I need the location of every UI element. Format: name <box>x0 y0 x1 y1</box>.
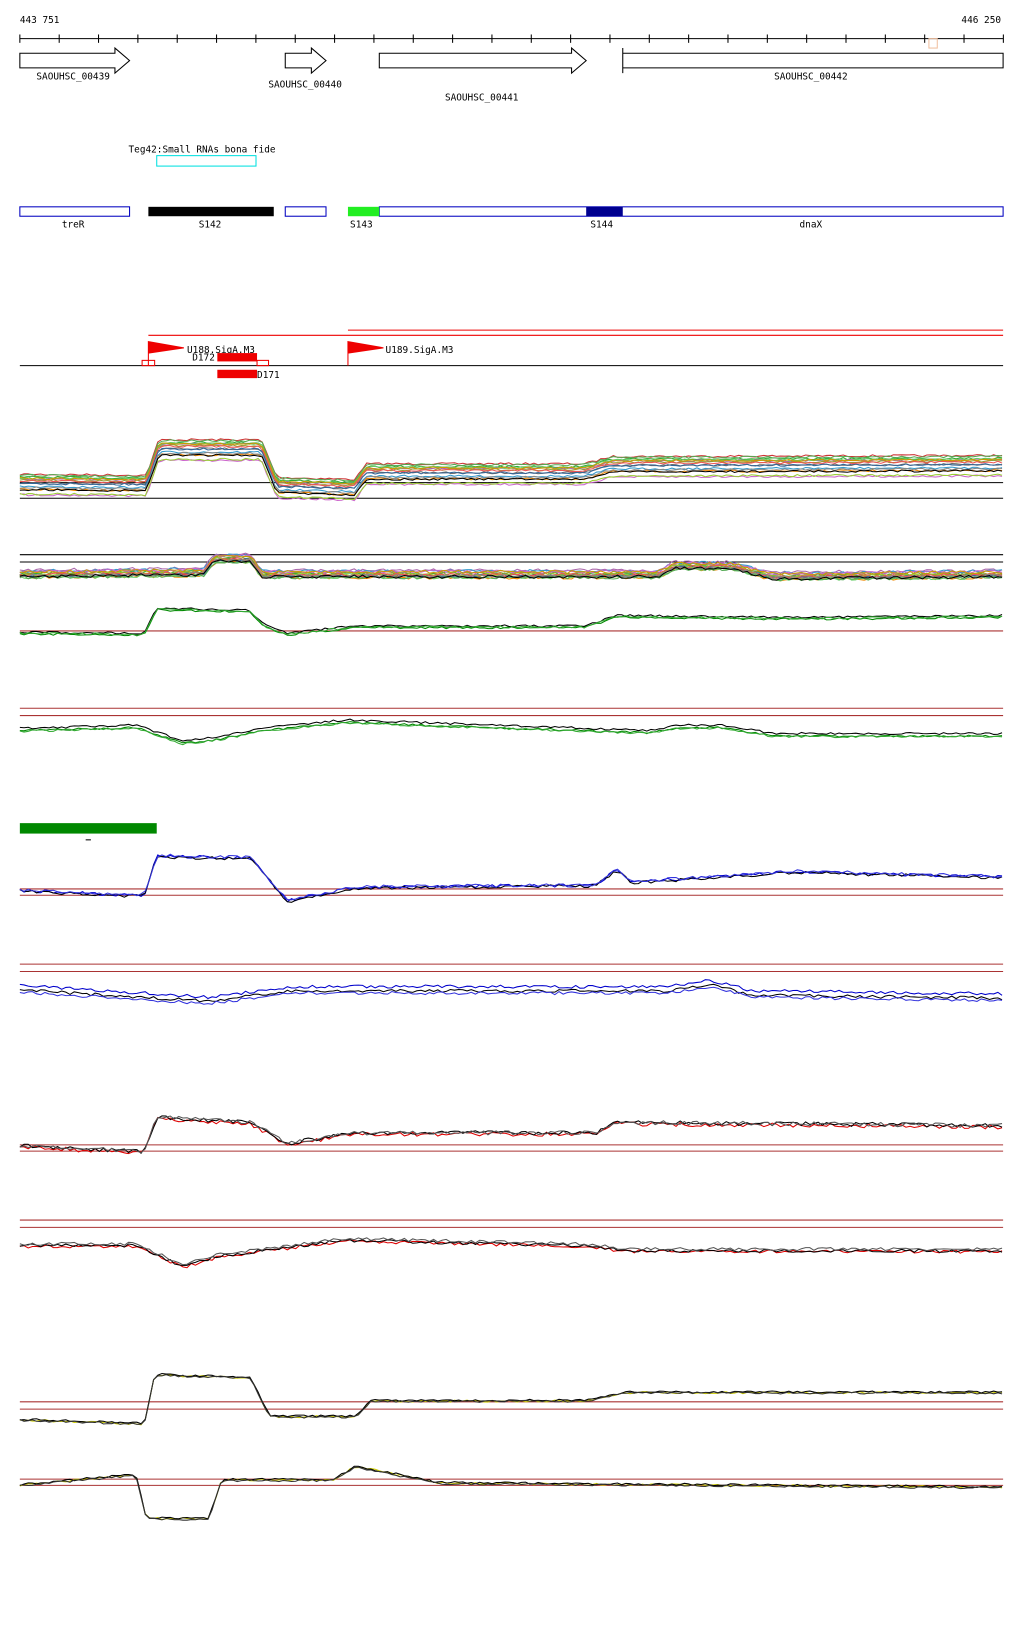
signal-line <box>19 1239 1003 1269</box>
promoter-label: U188.SigA.M3 <box>187 345 255 356</box>
signal-line <box>19 854 1003 903</box>
signal-line <box>19 1115 1003 1154</box>
signal-tracks <box>19 438 1004 1521</box>
gene-arrow <box>378 46 587 75</box>
signal-line <box>19 447 1003 490</box>
signal-line <box>19 444 1003 488</box>
signal-line <box>19 979 1003 1000</box>
feature <box>586 206 623 217</box>
signal-line <box>19 1237 1003 1266</box>
terminator <box>217 369 258 379</box>
gene-label: SAOUHSC_00440 <box>268 80 342 91</box>
feature-label: S143 <box>350 220 373 231</box>
gene-label: SAOUHSC_00441 <box>445 92 519 103</box>
signal-line <box>19 1466 1003 1521</box>
signal-line <box>19 1116 1003 1155</box>
signal-line <box>19 451 1003 494</box>
feature <box>284 206 327 217</box>
feature <box>378 206 1004 217</box>
promoter-label: U189.SigA.M3 <box>386 345 454 356</box>
promoter-flag <box>347 340 384 366</box>
signal-line <box>19 439 1003 482</box>
feature <box>148 206 274 217</box>
signal-line <box>19 453 1003 497</box>
terminator-box <box>256 359 270 367</box>
ruler-start: 443 751 <box>20 15 60 26</box>
terminator-label: D172 <box>192 352 215 363</box>
gene-label: SAOUHSC_00439 <box>36 71 110 82</box>
gene-label: SAOUHSC_00442 <box>774 71 848 82</box>
signal-line <box>19 438 1003 481</box>
marker <box>928 38 938 49</box>
gene-arrow <box>284 46 327 75</box>
signal-line <box>19 718 1003 742</box>
gene-arrow <box>19 46 131 75</box>
signal-line <box>19 1466 1003 1521</box>
feature <box>19 206 131 217</box>
signal-line <box>19 559 1003 581</box>
feature-label: S144 <box>590 220 613 231</box>
feature <box>347 206 380 217</box>
gene-arrow <box>622 48 1004 74</box>
signal-line <box>19 457 1003 500</box>
signal-line <box>19 721 1003 746</box>
signal-line <box>19 1239 1003 1267</box>
legend-bar <box>19 823 157 834</box>
signal-line <box>19 721 1003 744</box>
signal-line <box>19 983 1003 1003</box>
signal-line <box>19 442 1003 485</box>
signal-line <box>19 458 1003 502</box>
ruler-end: 446 250 <box>961 15 1001 26</box>
feature-label: dnaX <box>800 220 823 231</box>
ruler-ticks <box>19 34 1004 43</box>
signal-line <box>19 1372 1003 1425</box>
signal-line <box>19 607 1003 635</box>
signal-line <box>19 555 1003 576</box>
feature-label: treR <box>62 220 85 231</box>
signal-line <box>19 986 1003 1005</box>
signal-line <box>19 608 1003 636</box>
srna-box <box>156 155 257 167</box>
signal-line <box>19 1115 1003 1154</box>
promoter-box <box>141 359 156 367</box>
signal-line <box>19 608 1003 637</box>
feature-label: S142 <box>199 220 222 231</box>
terminator-label: D171 <box>257 370 280 381</box>
srna-label: Teg42:Small RNAs bona fide <box>129 145 276 156</box>
signal-line <box>19 1374 1003 1425</box>
terminator <box>217 353 258 362</box>
signal-line <box>19 1465 1003 1520</box>
signal-line <box>19 853 1003 901</box>
promoter-flag <box>147 340 184 366</box>
